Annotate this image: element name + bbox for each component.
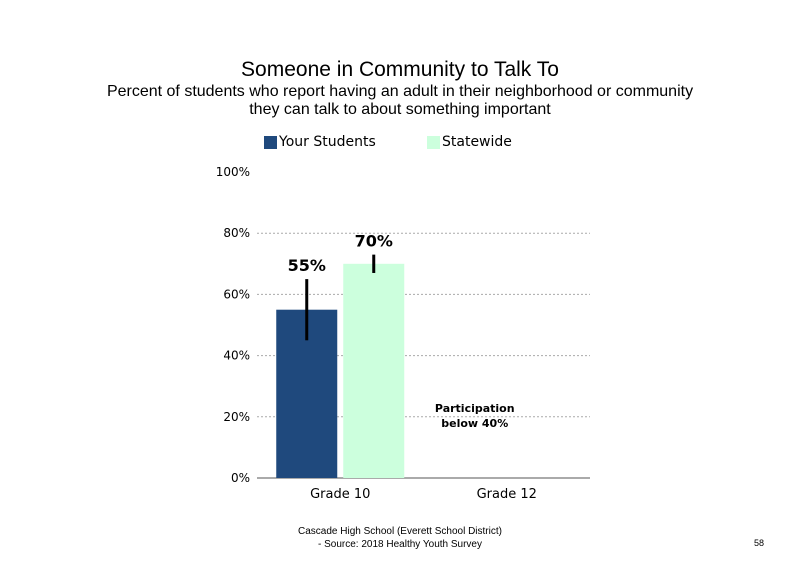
subtitle-line-2: they can talk to about something importa… bbox=[249, 101, 551, 118]
chart-subtitle: Percent of students who report having an… bbox=[80, 83, 720, 119]
legend-swatch-your-students bbox=[264, 135, 277, 149]
page-number: 58 bbox=[754, 538, 765, 548]
y-tick-label: 100% bbox=[216, 165, 250, 179]
y-tick-label: 20% bbox=[223, 410, 250, 424]
annotation-participation: below 40% bbox=[441, 417, 508, 430]
y-tick-label: 60% bbox=[223, 287, 250, 301]
bar-statewide bbox=[343, 263, 405, 478]
y-tick-label: 0% bbox=[231, 471, 250, 485]
legend-label-statewide: Statewide bbox=[442, 134, 512, 150]
chart-title: Someone in Community to Talk To bbox=[241, 58, 559, 81]
annotation-participation: Participation bbox=[435, 402, 515, 415]
footer: Cascade High School (Everett School Dist… bbox=[200, 525, 600, 551]
legend-label-your-students: Your Students bbox=[279, 134, 376, 150]
footer-source: - Source: 2018 Healthy Youth Survey bbox=[318, 539, 482, 550]
x-tick-label: Grade 12 bbox=[477, 487, 537, 502]
data-label: 55% bbox=[288, 256, 326, 275]
x-tick-label: Grade 10 bbox=[310, 487, 370, 502]
data-label: 70% bbox=[355, 232, 393, 251]
y-tick-label: 80% bbox=[223, 226, 250, 240]
footer-school: Cascade High School (Everett School Dist… bbox=[298, 526, 502, 537]
y-tick-label: 40% bbox=[223, 349, 250, 363]
legend-statewide: Statewide bbox=[427, 134, 512, 150]
legend-swatch-statewide bbox=[427, 135, 440, 149]
subtitle-line-1: Percent of students who report having an… bbox=[106, 83, 694, 100]
legend-your-students: Your Students bbox=[264, 134, 376, 150]
